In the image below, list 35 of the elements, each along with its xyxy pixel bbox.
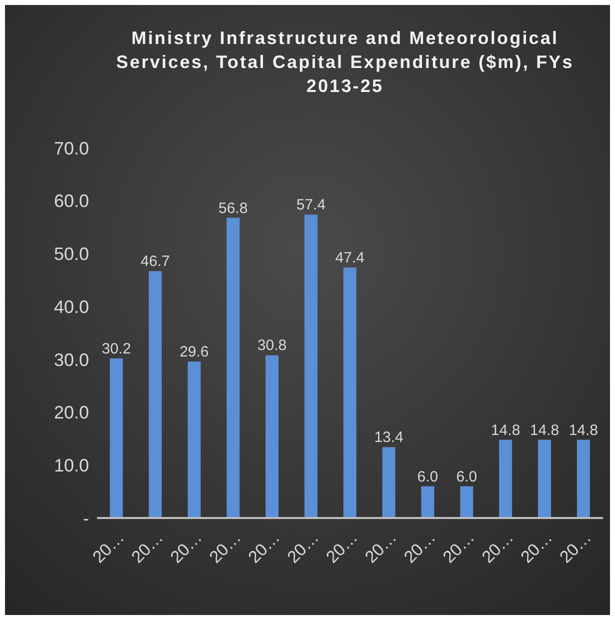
x-tick-label: 20… — [361, 528, 400, 567]
data-label: 56.8 — [218, 200, 248, 217]
x-tick-label: 20… — [88, 528, 128, 567]
data-label: 30.8 — [257, 337, 287, 354]
x-tick-label: 20… — [400, 528, 440, 567]
x-tick-label: 20… — [206, 528, 245, 567]
x-tick-label: 20… — [478, 528, 518, 567]
data-label: 6.0 — [417, 468, 438, 486]
x-tick-label: 20… — [284, 528, 322, 567]
y-tick-label: 70.0 — [54, 138, 89, 158]
y-tick-label: 10.0 — [54, 456, 89, 476]
data-label: 14.8 — [490, 422, 520, 439]
chart-title: Ministry Infrastructure and Meteorological Services, Total Capital Expenditure ($m), FYs 2013-25 — [115, 27, 575, 98]
y-tick-label: - — [83, 508, 89, 528]
data-label: 57.4 — [296, 196, 326, 214]
y-tick-label: 40.0 — [54, 296, 89, 317]
data-label: 29.6 — [180, 344, 209, 361]
data-label: 47.4 — [335, 249, 364, 266]
data-label: 6.0 — [456, 468, 478, 486]
x-tick-label: 20… — [439, 528, 478, 567]
y-tick-label: 20.0 — [54, 402, 89, 423]
data-label: 30.2 — [102, 340, 131, 358]
y-tick-label: 50.0 — [54, 244, 89, 264]
data-label: 46.7 — [140, 253, 170, 270]
x-tick-label: 20… — [244, 528, 284, 567]
x-tick-label: 20… — [128, 528, 167, 567]
x-tick-label: 20… — [322, 528, 362, 567]
y-tick-label: 60.0 — [54, 191, 89, 212]
data-label: 13.4 — [374, 429, 404, 446]
data-label: 14.8 — [568, 422, 598, 439]
x-tick-label: 20… — [556, 528, 595, 567]
y-tick-label: 30.0 — [54, 350, 89, 370]
x-tick-label: 20… — [166, 528, 206, 567]
x-tick-label: 20… — [517, 528, 556, 567]
data-label: 14.8 — [530, 422, 560, 439]
